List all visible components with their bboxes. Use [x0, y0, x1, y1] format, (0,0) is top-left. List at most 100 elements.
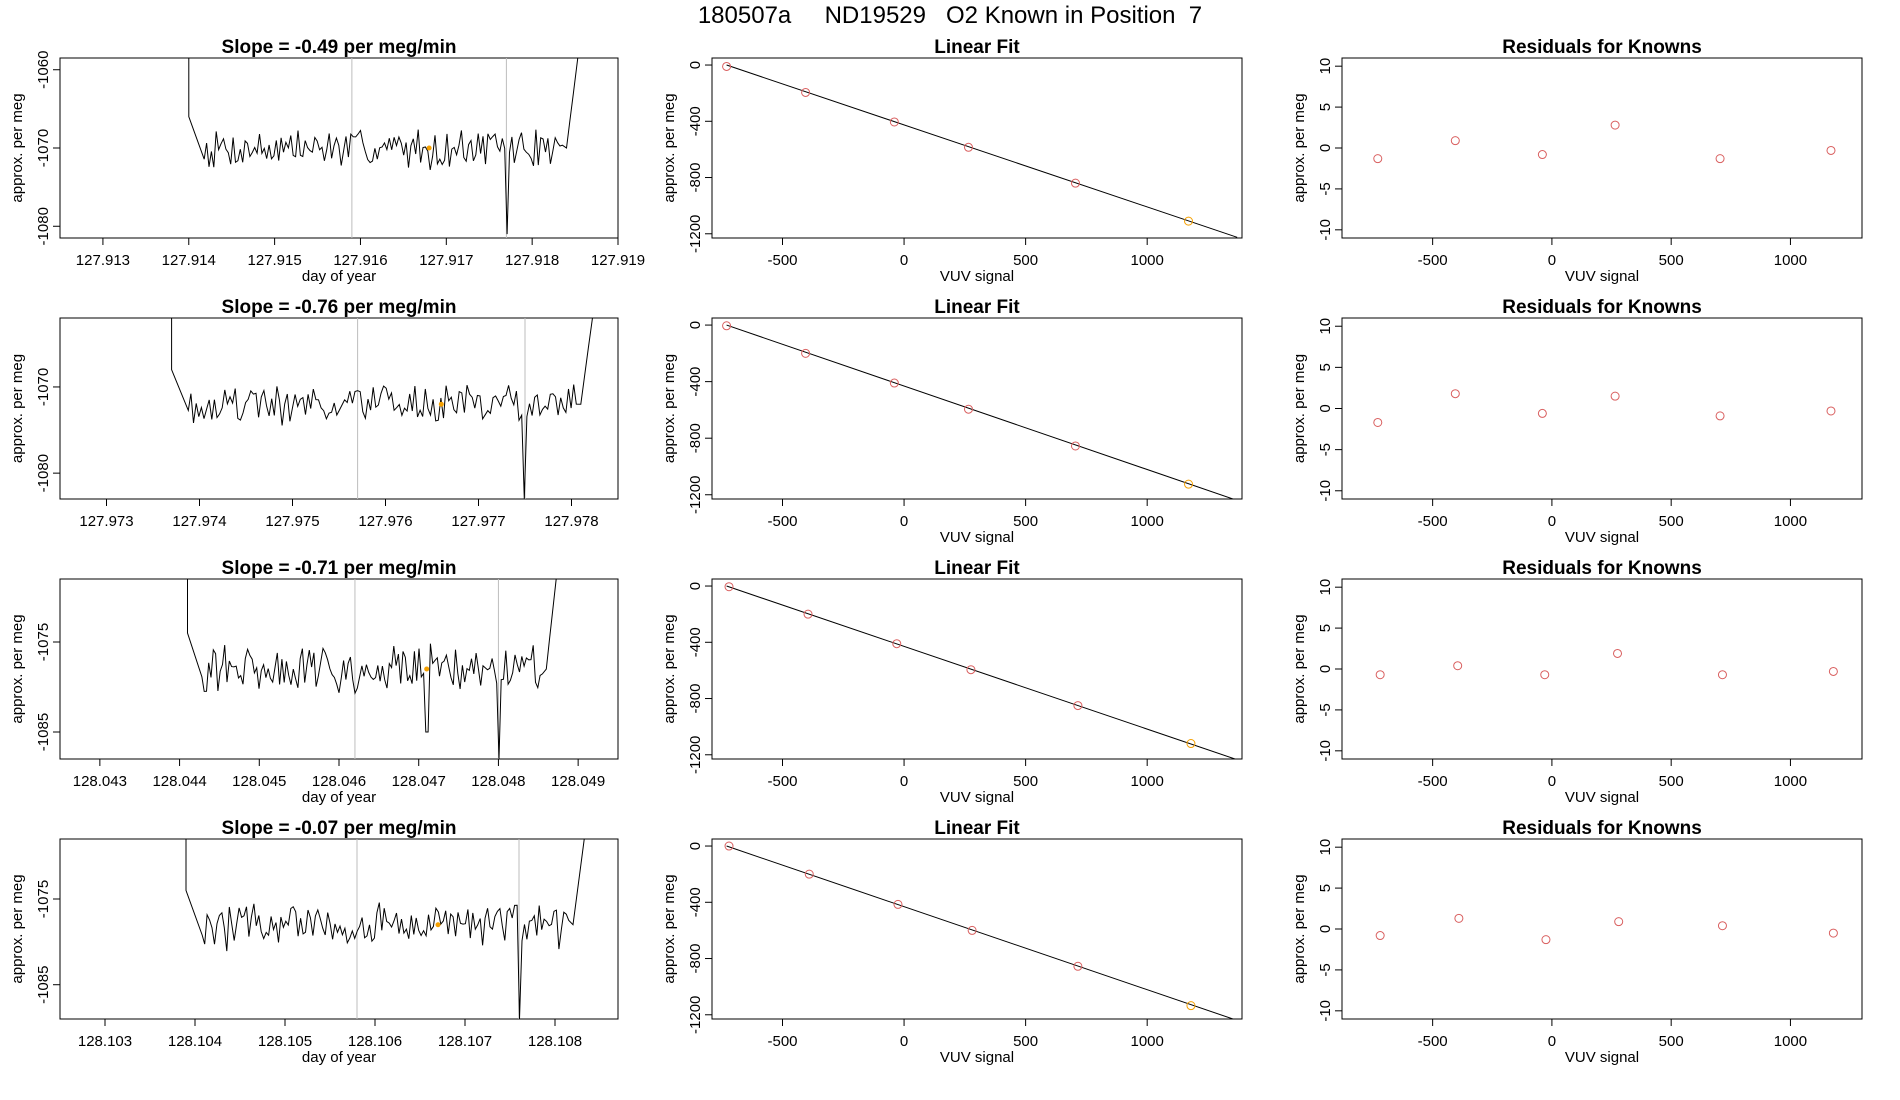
x-axis-label: day of year [302, 268, 376, 285]
y-tick-label: 0 [687, 321, 704, 329]
x-tick-label: 127.913 [76, 252, 130, 269]
plot-frame [59, 317, 619, 500]
x-tick-label: 500 [1013, 773, 1038, 790]
x-tick-label: 128.108 [528, 1033, 582, 1050]
chart-panel-r1-c1: Slope = -0.49 per meg/min 127.913 127.914 1… [9, 37, 645, 285]
known-point [1826, 145, 1836, 155]
x-tick-label: 1000 [1130, 773, 1163, 790]
x-tick-label: 128.044 [152, 773, 206, 790]
known-point [1828, 928, 1838, 938]
y-tick-label: -800 [687, 163, 704, 193]
known-point [963, 142, 973, 152]
x-axis-label: VUV signal [1565, 529, 1639, 546]
y-axis-label: approx. per meg [661, 354, 678, 463]
plot-frame [711, 578, 1243, 760]
x-tick-label: 1000 [1130, 513, 1163, 530]
x-axis-label: day of year [302, 1049, 376, 1066]
x-axis-label: VUV signal [940, 529, 1014, 546]
known-point [889, 117, 899, 127]
x-tick-label: 128.104 [168, 1033, 222, 1050]
known-point [1454, 913, 1464, 923]
plot-title: Residuals for Knowns [1502, 297, 1702, 318]
y-axis-label: approx. per meg [1291, 93, 1308, 202]
known-point [1614, 917, 1624, 927]
highlight-point [438, 401, 444, 407]
y-tick-label: 0 [1317, 665, 1334, 673]
known-point [722, 321, 732, 331]
highlight-point [1184, 216, 1194, 226]
x-tick-label: 128.047 [392, 773, 446, 790]
y-tick-label: -1060 [35, 51, 52, 89]
x-tick-label: -500 [1418, 1033, 1448, 1050]
y-tick-label: 5 [1317, 884, 1334, 892]
known-point [1715, 154, 1725, 164]
chart-panel-r1-c2: Linear Fit -500 0 500 1000 0 -400 -800 -1200 VUV … [661, 37, 1243, 285]
plot-title: Residuals for Knowns [1502, 818, 1702, 839]
known-point [963, 404, 973, 414]
known-point [1537, 150, 1547, 160]
x-tick-label: 127.914 [162, 252, 216, 269]
x-tick-label: 128.048 [471, 773, 525, 790]
known-point [1070, 178, 1080, 188]
plot-title: Slope = -0.71 per meg/min [222, 558, 457, 579]
x-tick-label: 0 [900, 773, 908, 790]
y-tick-label: -1085 [35, 713, 52, 751]
y-tick-label: 0 [687, 842, 704, 850]
known-point [1613, 648, 1623, 658]
x-tick-label: 127.973 [79, 513, 133, 530]
y-tick-label: -1200 [687, 215, 704, 253]
known-point [1073, 961, 1083, 971]
x-tick-label: 128.103 [78, 1033, 132, 1050]
y-tick-label: 0 [1317, 404, 1334, 412]
known-point [966, 665, 976, 675]
y-axis-label: approx. per meg [1291, 614, 1308, 723]
x-tick-label: 128.105 [258, 1033, 312, 1050]
y-tick-label: 5 [1317, 363, 1334, 371]
y-tick-label: 5 [1317, 103, 1334, 111]
chart-panel-r4-c2: Linear Fit -500 0 500 1000 0 -400 -800 -1200 VUV … [661, 818, 1243, 1066]
x-tick-label: 127.978 [544, 513, 598, 530]
highlight-point [435, 922, 441, 928]
x-tick-label: 128.106 [348, 1033, 402, 1050]
known-point [1717, 921, 1727, 931]
known-point [1375, 670, 1385, 680]
x-tick-label: 127.975 [265, 513, 319, 530]
y-axis-label: approx. per meg [9, 93, 26, 202]
chart-panel-r3-c2: Linear Fit -500 0 500 1000 0 -400 -800 -1200 VUV … [661, 558, 1243, 806]
y-tick-label: -5 [1317, 182, 1334, 195]
known-point [803, 609, 813, 619]
y-tick-label: -800 [687, 423, 704, 453]
y-tick-label: -5 [1317, 443, 1334, 456]
x-tick-label: 128.043 [73, 773, 127, 790]
known-point [801, 87, 811, 97]
x-tick-label: 127.974 [172, 513, 226, 530]
y-axis-label: approx. per meg [661, 93, 678, 202]
data-trace-line [188, 58, 579, 235]
plot-title: Linear Fit [934, 297, 1020, 318]
x-axis-label: VUV signal [1565, 268, 1639, 285]
x-tick-label: 128.049 [551, 773, 605, 790]
plot-title: Slope = -0.76 per meg/min [222, 297, 457, 318]
y-tick-label: 0 [1317, 144, 1334, 152]
x-tick-label: 127.976 [358, 513, 412, 530]
x-tick-label: 500 [1659, 252, 1684, 269]
y-tick-label: -400 [687, 887, 704, 917]
y-tick-label: -400 [687, 627, 704, 657]
x-tick-label: 127.919 [591, 252, 645, 269]
known-point [1450, 389, 1460, 399]
highlight-point [1186, 739, 1196, 749]
chart-panel-r3-c3: Residuals for Knowns -500 0 500 1000 10 5 0 -5 -1… [1291, 558, 1863, 806]
x-axis-label: VUV signal [940, 1049, 1014, 1066]
known-point [722, 61, 732, 71]
known-point [967, 925, 977, 935]
y-axis-label: approx. per meg [1291, 354, 1308, 463]
y-tick-label: 10 [1317, 58, 1334, 75]
y-tick-label: 0 [687, 61, 704, 69]
x-tick-label: 1000 [1130, 1033, 1163, 1050]
y-tick-label: -400 [687, 367, 704, 397]
known-point [1073, 701, 1083, 711]
x-axis-label: VUV signal [940, 789, 1014, 806]
x-tick-label: 500 [1013, 252, 1038, 269]
y-tick-label: 10 [1317, 318, 1334, 335]
chart-panel-r4-c1: Slope = -0.07 per meg/min 128.103 128.104 1… [9, 818, 619, 1066]
